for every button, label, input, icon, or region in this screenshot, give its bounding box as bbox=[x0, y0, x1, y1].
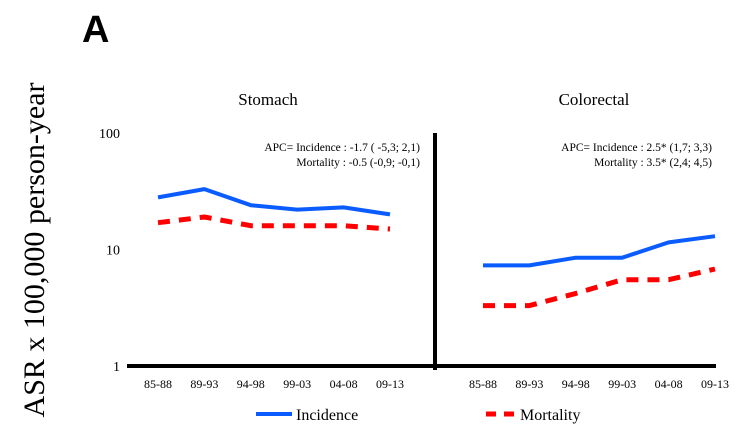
x-tick-label: 04-08 bbox=[330, 377, 358, 391]
apc-annotation: Mortality : -0.5 (-0,9; -0,1) bbox=[296, 157, 420, 169]
x-tick-label: 99-03 bbox=[608, 377, 636, 391]
series-line-incidence bbox=[483, 234, 716, 268]
panel-title: Colorectal bbox=[559, 90, 630, 109]
legend-incidence-label: Incidence bbox=[296, 407, 358, 424]
panel-stomach: Stomach APC= Incidence : -1.7 ( -5,3; 2,1… bbox=[144, 90, 420, 391]
panel-title: Stomach bbox=[238, 90, 298, 109]
y-tick-label: 100 bbox=[99, 127, 120, 142]
x-tick-label: 09-13 bbox=[376, 377, 404, 391]
x-tick-label: 99-03 bbox=[283, 377, 311, 391]
series-line-incidence bbox=[157, 187, 391, 217]
x-tick-label: 85-88 bbox=[469, 377, 497, 391]
x-tick-label: 94-98 bbox=[562, 377, 590, 391]
legend-mortality-label: Mortality bbox=[520, 407, 580, 424]
panel-label: A bbox=[82, 9, 109, 51]
y-tick-label: 1 bbox=[113, 360, 120, 375]
x-tick-label: 89-93 bbox=[190, 377, 218, 391]
legend: Incidence Mortality bbox=[256, 407, 580, 424]
x-tick-label: 89-93 bbox=[515, 377, 543, 391]
panel-colorectal: Colorectal APC= Incidence : 2.5* (1,7; 3,… bbox=[469, 90, 729, 391]
series-line-mortality bbox=[157, 214, 391, 232]
x-tick-label: 85-88 bbox=[144, 377, 172, 391]
apc-annotation: APC= Incidence : 2.5* (1,7; 3,3) bbox=[561, 142, 712, 154]
x-tick-label: 04-08 bbox=[655, 377, 683, 391]
y-tick-label: 10 bbox=[106, 244, 120, 259]
apc-annotation: Mortality : 3.5* (2,4; 4,5) bbox=[594, 157, 712, 169]
apc-annotation: APC= Incidence : -1.7 ( -5,3; 2,1) bbox=[264, 142, 420, 154]
x-tick-label: 09-13 bbox=[701, 377, 729, 391]
x-tick-label: 94-98 bbox=[237, 377, 265, 391]
series-line-mortality bbox=[483, 266, 716, 309]
y-axis-label: ASR x 100,000 person-year bbox=[18, 83, 51, 418]
